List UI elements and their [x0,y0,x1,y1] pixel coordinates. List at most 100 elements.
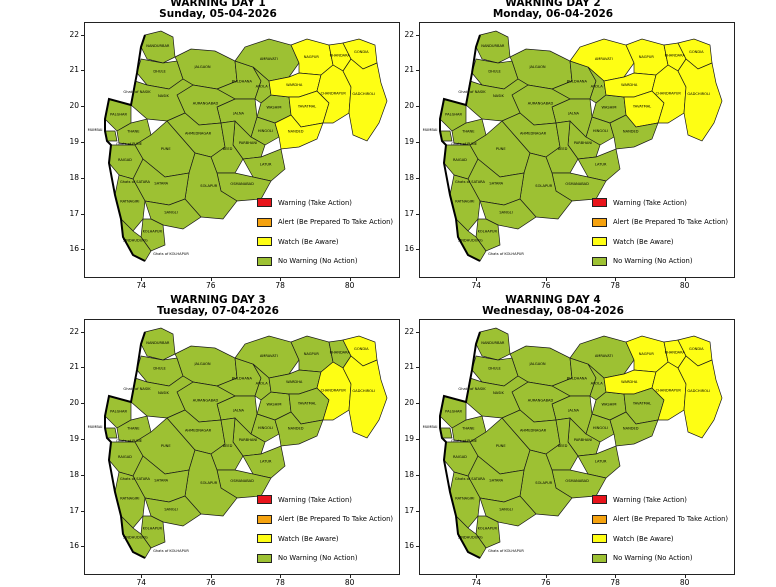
district-label: PARBHANI [574,438,592,442]
y-tick-label: 19 [69,433,79,443]
y-tick-label: 17 [69,505,79,515]
x-tick-mark [615,278,617,281]
district-label: JALGAON [528,362,545,366]
district-label: RAIGAD [453,158,467,162]
legend-swatch [257,534,272,544]
legend-swatch [592,237,607,247]
map-panel-day-2: WARNING DAY 2 Monday, 06-04-2026 NANDURBAR… [335,0,735,290]
district-nanded [274,114,324,150]
legend-swatch [592,198,607,208]
legend-label: Warning (Take Action) [278,198,352,207]
y-tick-label: 19 [404,433,414,443]
y-tick-label: 20 [69,398,79,408]
district-label: Ghats of PUNE [451,439,478,443]
district-nanded [274,411,324,447]
district-label: HINGOLI [593,426,608,430]
district-gadchiroli [342,58,388,142]
district-nanded [609,411,659,447]
district-label: KOLHAPUR [478,527,498,531]
x-tick-mark [545,575,547,578]
legend-item-watch: Watch (Be Aware) [592,232,728,252]
legend-item-alert: Alert (Be Prepared To Take Action) [592,213,728,233]
x-tick-label: 76 [540,281,551,290]
y-tick-mark [81,177,84,179]
district-label: THANE [126,130,140,134]
district-label: BHANDARA [665,351,686,355]
district-label: OSMANABAD [565,182,589,186]
district-label: WASHIM [267,402,282,406]
district-nandurbar [140,327,176,361]
y-tick-label: 19 [69,136,79,146]
legend-label: Alert (Be Prepared To Take Action) [278,218,394,227]
coastline [439,331,481,559]
y-tick-mark [81,403,84,405]
y-tick-mark [416,249,419,251]
y-tick-label: 21 [69,362,79,372]
district-label: Ghats of KOLHAPUR [488,252,524,256]
panel-subtitle: Monday, 06-04-2026 [492,8,614,20]
map-panel-day-3: WARNING DAY 3 Tuesday, 07-04-2026 NANDURBA… [0,294,400,587]
district-label: DHULE [488,367,501,371]
legend-swatch [592,534,607,544]
district-label: GONDIA [689,50,704,54]
y-tick-mark [416,546,419,548]
legend-swatch [257,495,272,505]
district-label: BHANDARA [665,54,686,58]
district-label: NASIK [158,94,169,98]
legend-item-warning: Warning (Take Action) [592,193,728,213]
district-label: CHANDRAPUR [321,389,347,393]
district-label: NAGPUR [639,352,655,356]
district-label: SOLAPUR [535,481,552,485]
district-label: MUMBAI [88,128,103,132]
y-tick-label: 22 [69,29,79,39]
y-tick-mark [416,70,419,72]
x-tick-label: 80 [679,281,690,290]
legend-label: Warning (Take Action) [278,495,352,504]
district-label: DHULE [153,70,166,74]
legend-label: Alert (Be Prepared To Take Action) [613,515,729,524]
district-label: BEED [223,444,233,448]
district-label: HINGOLI [593,129,608,133]
panel-subtitle: Sunday, 05-04-2026 [159,8,277,20]
district-label: GADCHIROLI [687,389,710,393]
district-label: RAIGAD [118,158,132,162]
district-label: JALNA [232,409,244,413]
maharashtra-map: NANDURBAR DHULE JALGAON BULDHANA AMRAVATI NAG… [423,30,723,262]
district-label: PUNE [496,444,506,448]
x-tick-mark [141,278,143,281]
legend-label: No Warning (No Action) [613,554,693,563]
district-label: PUNE [161,444,171,448]
legend-swatch [592,514,607,524]
district-label: DHULE [488,70,501,74]
legend-label: Watch (Be Aware) [613,534,674,543]
district-label: WASHIM [602,402,617,406]
district-label: NASIK [493,94,504,98]
district-label: SINDHUDURG [123,536,148,540]
legend-item-alert: Alert (Be Prepared To Take Action) [592,510,728,530]
legend-label: Warning (Take Action) [613,495,687,504]
district-label: GADCHIROLI [687,92,710,96]
district-label: YAVATMAL [298,402,316,406]
panel-subtitle: Wednesday, 08-04-2026 [482,305,624,317]
x-tick-mark [476,575,478,578]
legend-label: No Warning (No Action) [278,257,358,266]
district-label: PALGHAR [445,112,462,116]
district-label: WARDHA [286,380,303,384]
district-label: WARDHA [286,83,303,87]
y-tick-mark [416,213,419,215]
district-label: SANGLI [499,508,512,512]
district-label: SINDHUDURG [458,239,483,243]
district-label: MUMBAI [423,128,438,132]
legend-item-warning: Warning (Take Action) [592,490,728,510]
district-label: WARDHA [621,380,638,384]
district-nasik [130,375,194,419]
district-label: PARBHANI [574,141,592,145]
district-label: AMRAVATI [260,57,278,61]
y-tick-label: 20 [69,101,79,111]
y-tick-mark [81,70,84,72]
y-tick-mark [416,34,419,36]
panel-title: WARNING DAY 1 [170,0,266,9]
district-label: NAGPUR [304,55,320,59]
district-chandrapur [651,361,687,421]
district-label: PUNE [496,147,506,151]
